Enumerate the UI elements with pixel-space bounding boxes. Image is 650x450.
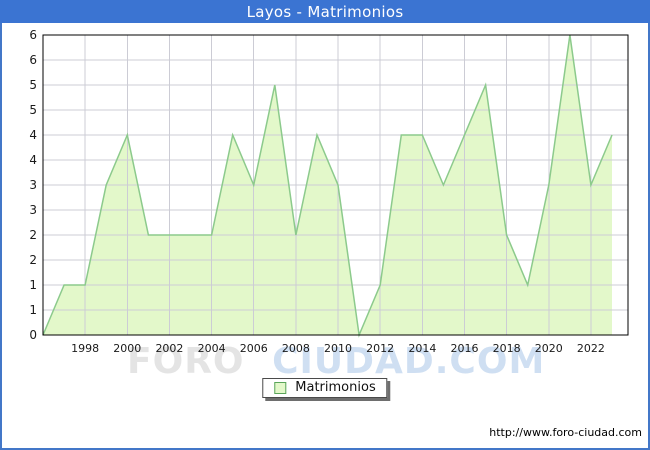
watermark-ciudad: CIUDAD.COM — [272, 341, 546, 382]
x-tick-label: 2012 — [366, 342, 394, 355]
watermark: FORO CIUDAD.COM — [127, 341, 545, 382]
x-tick-label: 2004 — [198, 342, 226, 355]
x-tick-label: 2008 — [282, 342, 310, 355]
x-tick-label: 1998 — [71, 342, 99, 355]
x-tick-label: 2020 — [535, 342, 563, 355]
footer-url: http://www.foro-ciudad.com — [489, 426, 642, 439]
legend-series-label: Matrimonios — [295, 380, 376, 395]
y-tick-label: 2 — [29, 228, 37, 242]
y-tick-label: 1 — [29, 303, 37, 317]
y-tick-label: 3 — [29, 178, 37, 192]
x-tick-label: 2018 — [493, 342, 521, 355]
x-tick-label: 2010 — [324, 342, 352, 355]
y-tick-label: 4 — [29, 153, 37, 167]
title-bar: Layos - Matrimonios — [0, 0, 650, 23]
y-tick-label: 4 — [29, 128, 37, 142]
legend: Matrimonios — [262, 378, 388, 398]
y-tick-label: 5 — [29, 103, 37, 117]
x-tick-label: 2022 — [577, 342, 605, 355]
y-tick-label: 5 — [29, 78, 37, 92]
y-tick-label: 6 — [29, 53, 37, 67]
chart-title: Layos - Matrimonios — [246, 2, 404, 21]
x-tick-label: 2002 — [155, 342, 183, 355]
y-tick-label: 2 — [29, 253, 37, 267]
x-tick-label: 2000 — [113, 342, 141, 355]
x-tick-label: 2016 — [450, 342, 478, 355]
y-tick-label: 0 — [29, 328, 37, 342]
x-tick-label: 2006 — [240, 342, 268, 355]
y-tick-label: 6 — [29, 28, 37, 42]
y-tick-label: 1 — [29, 278, 37, 292]
series-line-matrimonios — [42, 34, 613, 338]
x-tick-label: 2014 — [408, 342, 436, 355]
y-tick-label: 3 — [29, 203, 37, 217]
watermark-foro: FORO — [127, 341, 245, 382]
legend-color-swatch — [274, 382, 287, 394]
plot-border — [42, 34, 629, 336]
